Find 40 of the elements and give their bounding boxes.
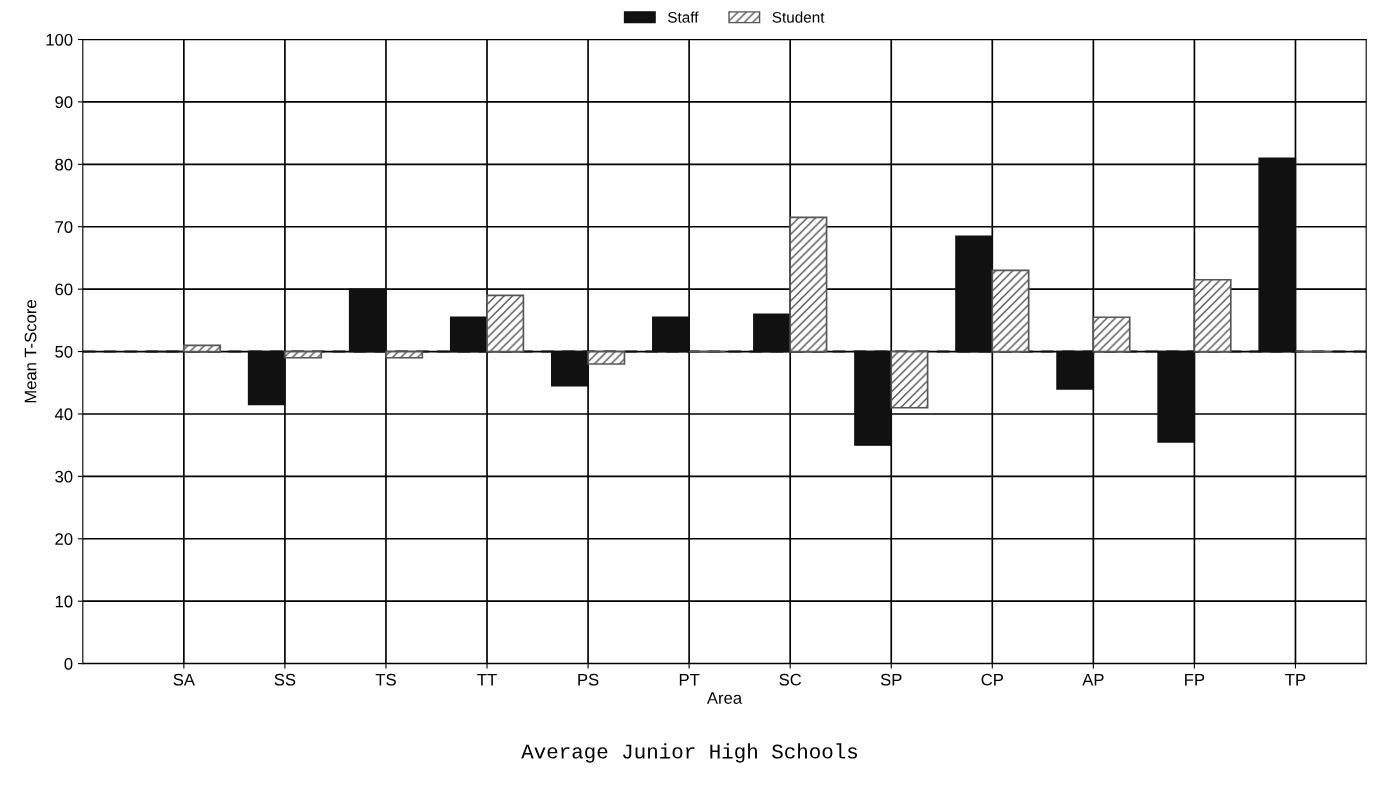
bar [890, 350, 929, 409]
bar [1092, 316, 1131, 353]
bar [789, 216, 828, 353]
bar [385, 350, 424, 359]
y-tick-label: 60 [55, 283, 73, 296]
x-tick-label: SP [880, 673, 902, 686]
x-tick-label: PS [578, 673, 599, 686]
x-tick-label: AP [1082, 673, 1104, 686]
y-axis-title: Mean T-Score [24, 300, 37, 403]
y-tick-label: 30 [55, 470, 73, 483]
text: Average Junior High Schools [521, 743, 858, 763]
x-tick-label: TS [375, 673, 396, 686]
y-tick-label: 0 [64, 658, 73, 670]
y-tick-label: 40 [54, 408, 73, 421]
legend-label: Staff [668, 11, 699, 23]
y-tick-label: 80 [55, 158, 73, 171]
x-tick-label: PT [679, 673, 700, 686]
bar [991, 269, 1030, 353]
bar [587, 350, 626, 365]
legend-label: Student [772, 11, 825, 23]
bar [1193, 278, 1232, 353]
y-tick-label: 70 [55, 221, 73, 233]
bar [247, 350, 286, 406]
x-tick-label: SC [779, 673, 802, 686]
y-tick-label: 20 [55, 533, 73, 545]
bar [284, 350, 323, 359]
y-tick-label: 10 [55, 595, 73, 608]
y-tick-label: 90 [55, 96, 73, 109]
x-tick-label: SA [173, 673, 195, 686]
x-tick-label: SS [274, 673, 296, 686]
bar [486, 294, 525, 353]
y-tick-label: 100 [46, 33, 73, 46]
x-tick-label: FP [1185, 673, 1205, 686]
x-tick-label: CP [981, 673, 1003, 686]
x-tick-label: TT [477, 673, 497, 686]
y-tick-label: 50 [55, 345, 73, 358]
x-axis-title: Area [706, 692, 743, 704]
bar [854, 350, 892, 446]
x-tick-label: TP [1285, 673, 1306, 686]
bar [183, 344, 222, 353]
